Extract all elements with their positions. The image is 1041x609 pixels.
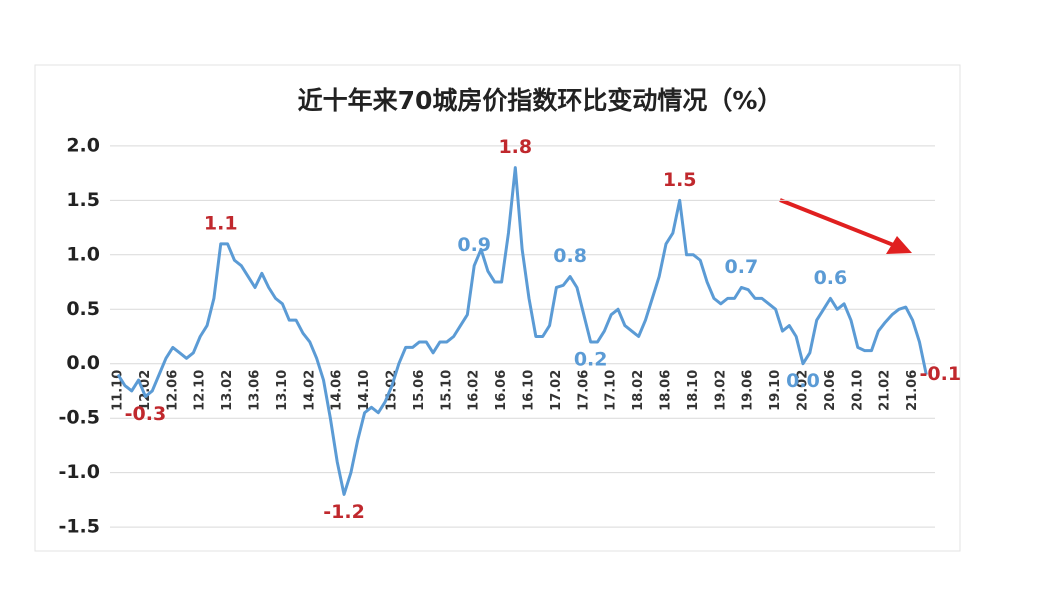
y-tick-label: -0.5	[58, 407, 100, 429]
y-tick-label: 1.5	[66, 189, 100, 211]
x-tick-label: 13.10	[275, 370, 290, 411]
y-tick-label: 2.0	[66, 134, 100, 156]
x-tick-label: 15.10	[439, 370, 454, 411]
chart-title: 近十年来70城房价指数环比变动情况（%）	[298, 86, 783, 115]
x-tick-label: 17.06	[576, 370, 591, 411]
x-tick-label: 20.02	[796, 370, 811, 411]
data-label: 1.1	[204, 212, 238, 234]
trend-arrow-head	[886, 236, 912, 254]
x-tick-label: 13.06	[248, 370, 263, 411]
x-tick-label: 12.06	[165, 370, 180, 411]
x-tick-label: 18.10	[686, 370, 701, 411]
x-tick-label: 19.06	[741, 370, 756, 411]
x-tick-label: 17.10	[604, 370, 619, 411]
x-tick-label: 14.02	[302, 370, 317, 411]
data-label: 0.7	[725, 256, 759, 278]
data-label: 0.9	[457, 234, 491, 256]
data-label: -0.1	[920, 363, 962, 385]
x-tick-label: 20.06	[823, 370, 838, 411]
data-label: 1.8	[498, 136, 532, 158]
y-tick-label: 0.0	[66, 352, 100, 374]
data-label: -1.2	[323, 501, 365, 523]
x-tick-label: 16.10	[522, 370, 537, 411]
data-label: 1.5	[663, 169, 697, 191]
x-tick-label: 18.02	[631, 370, 646, 411]
y-tick-label: -1.0	[58, 461, 100, 483]
x-tick-label: 14.10	[357, 370, 372, 411]
data-label: 0.0	[786, 370, 820, 392]
x-tick-label: 20.10	[850, 370, 865, 411]
x-tick-label: 19.10	[768, 370, 783, 411]
data-label: 0.2	[574, 348, 608, 370]
x-tick-label: 19.02	[713, 370, 728, 411]
x-tick-label: 15.02	[385, 370, 400, 411]
data-label: 0.8	[553, 245, 587, 267]
y-tick-label: -1.5	[58, 516, 100, 538]
x-tick-label: 16.02	[467, 370, 482, 411]
x-tick-label: 15.06	[412, 370, 427, 411]
x-tick-label: 21.06	[905, 370, 920, 411]
x-tick-label: 14.06	[330, 370, 345, 411]
x-tick-label: 17.02	[549, 370, 564, 411]
x-tick-label: 13.02	[220, 370, 235, 411]
y-tick-label: 1.0	[66, 243, 100, 265]
x-tick-label: 12.10	[193, 370, 208, 411]
x-tick-label: 12.02	[138, 370, 153, 411]
x-tick-label: 21.02	[878, 370, 893, 411]
trend-arrow	[779, 198, 897, 248]
data-line	[116, 166, 928, 496]
x-tick-label: 18.06	[659, 370, 674, 411]
data-label: -0.3	[125, 403, 167, 425]
x-tick-label: 16.06	[494, 370, 509, 411]
y-tick-label: 0.5	[66, 298, 100, 320]
data-label: 0.6	[814, 267, 848, 289]
